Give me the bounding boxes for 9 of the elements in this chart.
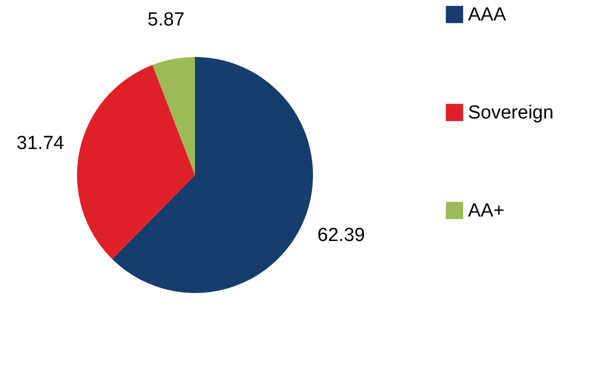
pie-slice	[112, 57, 313, 293]
data-label: 62.39	[317, 224, 365, 246]
data-label: 5.87	[148, 10, 185, 31]
data-label: 31.74	[16, 132, 65, 154]
legend-label: AAA	[468, 4, 506, 26]
legend-label: Sovereign	[468, 102, 554, 124]
pie-slice	[77, 64, 195, 260]
legend-label: AA+	[468, 200, 504, 222]
pie-slice	[152, 57, 195, 175]
